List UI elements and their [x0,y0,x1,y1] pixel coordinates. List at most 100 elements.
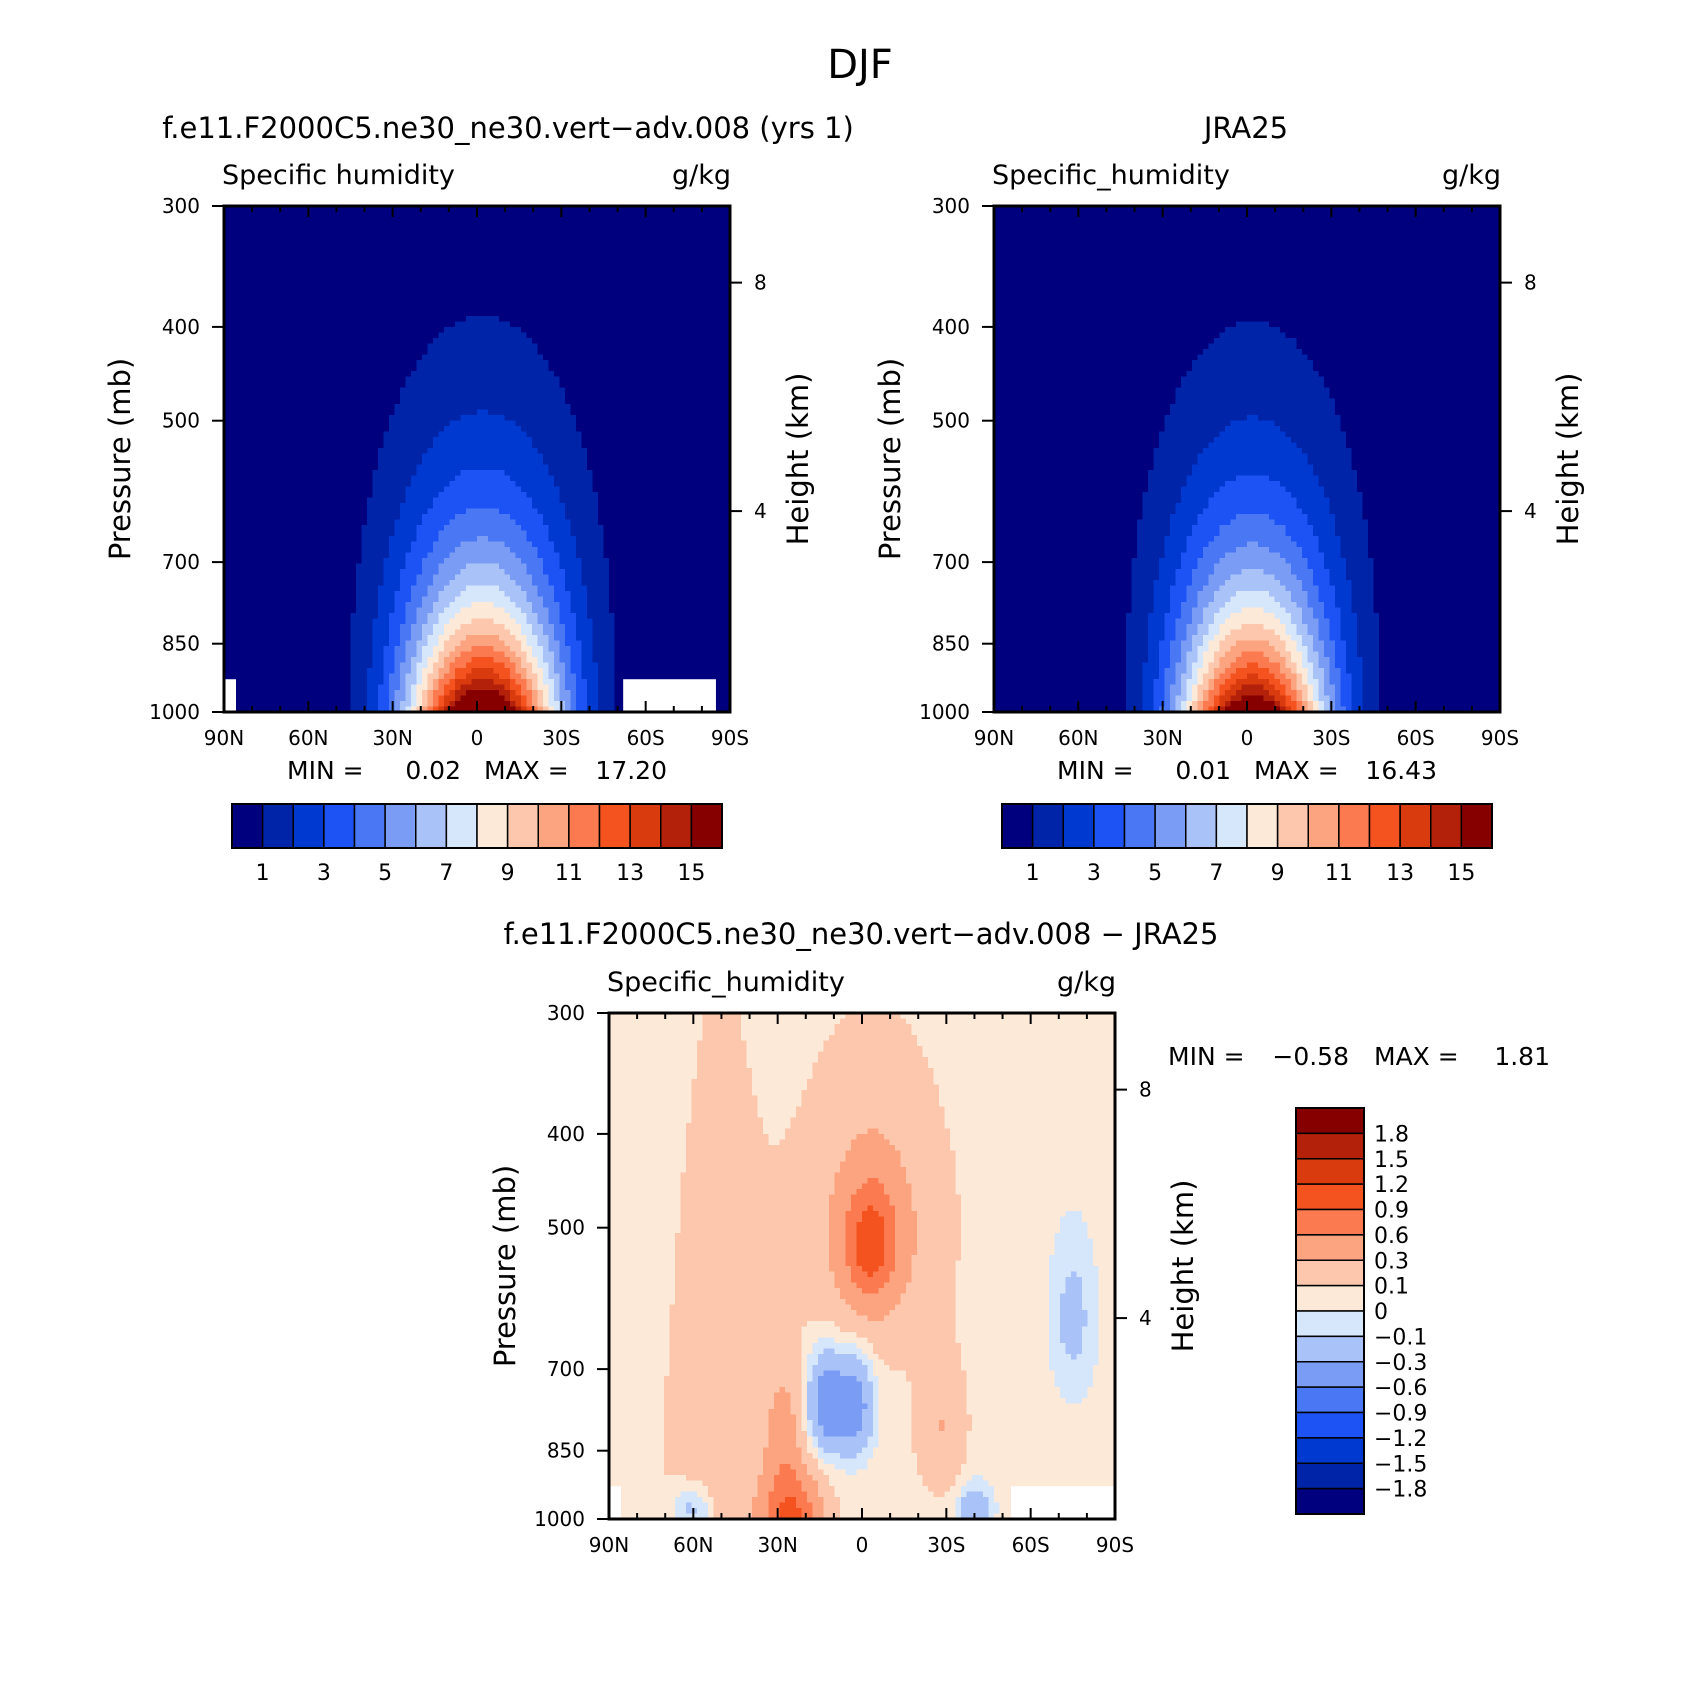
contour-cell [312,415,319,422]
contour-cell [317,442,324,449]
contour-cell [328,349,335,356]
contour-cell [235,349,242,356]
contour-cell [422,475,429,482]
contour-cell [224,453,231,460]
contour-cell [372,382,379,389]
contour-cell [273,437,280,444]
contour-cell [378,541,385,548]
contour-cell [323,640,330,647]
contour-cell [383,525,390,532]
contour-cell [400,508,407,515]
contour-cell [279,530,286,537]
contour-cell [361,580,368,587]
contour-cell [438,497,445,504]
contour-cell [356,393,363,400]
contour-cell [361,701,368,708]
contour-cell [394,327,401,334]
contour-cell [312,250,319,257]
contour-cell [268,398,275,405]
contour-cell [350,442,357,449]
contour-cell [477,453,484,460]
contour-cell [356,310,363,317]
contour-cell [251,481,258,488]
contour-cell [438,690,445,697]
contour-cell [246,420,253,427]
contour-cell [273,646,280,653]
contour-cell [416,651,423,658]
contour-cell [224,283,231,290]
contour-cell [471,695,478,702]
contour-cell [515,624,522,631]
contour-cell [416,547,423,554]
contour-cell [427,277,434,284]
contour-cell [339,580,346,587]
contour-cell [273,244,280,251]
contour-cell [273,602,280,609]
contour-cell [455,382,462,389]
contour-cell [356,662,363,669]
contour-cell [240,288,247,295]
contour-cell [400,409,407,416]
contour-cell [350,558,357,565]
contour-cell [323,486,330,493]
contour-cell [477,211,484,218]
contour-cell [394,547,401,554]
contour-cell [356,497,363,504]
contour-cell [268,547,275,554]
contour-cell [471,371,478,378]
contour-cell [268,431,275,438]
contour-cell [460,371,467,378]
contour-cell [290,376,297,383]
contour-cell [284,651,291,658]
contour-cell [229,552,236,559]
contour-cell [427,558,434,565]
contour-cell [455,530,462,537]
contour-cell [345,640,352,647]
contour-cell [400,387,407,394]
contour-cell [306,316,313,323]
contour-cell [328,519,335,526]
contour-cell [328,453,335,460]
contour-cell [323,646,330,653]
contour-cell [229,228,236,235]
contour-cell [356,525,363,532]
contour-cell [477,448,484,455]
contour-cell [499,508,506,515]
contour-cell [488,437,495,444]
contour-cell [504,706,511,712]
contour-cell [284,283,291,290]
contour-cell [389,409,396,416]
contour-cell [367,305,374,312]
contour-cell [246,618,253,625]
contour-cell [301,299,308,306]
contour-cell [273,233,280,240]
contour-cell [301,228,308,235]
contour-cell [466,239,473,246]
contour-cell [290,453,297,460]
contour-cell [438,464,445,471]
contour-cell [449,503,456,510]
contour-cell [466,409,473,416]
contour-cell [444,558,451,565]
contour-cell [422,552,429,559]
contour-cell [279,277,286,284]
contour-cell [471,629,478,636]
contour-cell [240,602,247,609]
contour-cell [323,673,330,680]
contour-cell [229,448,236,455]
contour-cell [466,415,473,422]
contour-cell [422,222,429,229]
contour-cell [466,310,473,317]
contour-cell [449,497,456,504]
contour-cell [416,624,423,631]
contour-cell [262,321,269,328]
contour-cell [400,327,407,334]
contour-cell [361,211,368,218]
contour-cell [273,277,280,284]
contour-cell [339,349,346,356]
contour-cell [389,288,396,295]
contour-cell [345,206,352,213]
contour-cell [427,508,434,515]
contour-cell [455,585,462,592]
contour-cell [493,497,500,504]
